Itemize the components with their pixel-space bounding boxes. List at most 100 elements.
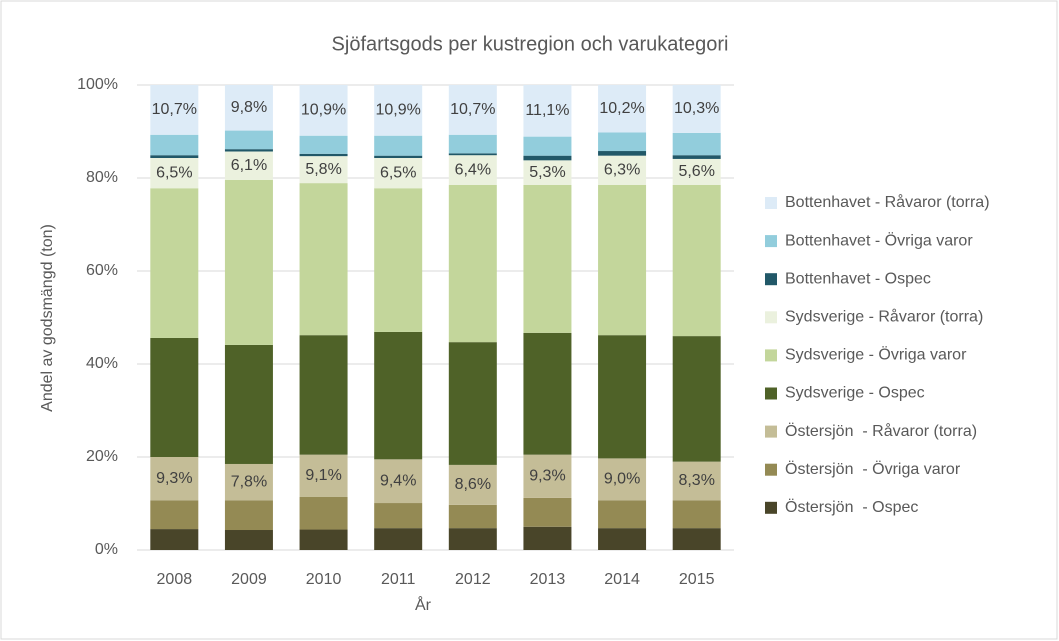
- legend-label: Bottenhavet - Råvaror (torra): [785, 193, 990, 211]
- bar-segment: [448, 504, 497, 529]
- bar-segment: [448, 184, 497, 343]
- bar-segment: [448, 155, 497, 185]
- data-label: 6,5%: [380, 164, 416, 181]
- data-label: 9,1%: [305, 467, 341, 484]
- data-label: 10,9%: [301, 102, 346, 119]
- bar-segment: [523, 497, 572, 527]
- bar-segment: [672, 85, 721, 133]
- bar-segment: [224, 500, 273, 531]
- data-label: 10,7%: [450, 101, 495, 118]
- data-label: 10,7%: [152, 101, 197, 118]
- data-label: 10,3%: [674, 100, 719, 117]
- data-label: 9,3%: [529, 468, 565, 485]
- data-label: 10,2%: [599, 100, 644, 117]
- data-label: 5,3%: [529, 164, 565, 181]
- bar-segment: [672, 336, 721, 462]
- bar-segment: [598, 528, 647, 550]
- bar-segment: [374, 135, 423, 156]
- bar-segment: [374, 155, 423, 159]
- data-label: 9,8%: [231, 99, 267, 116]
- bar-segment: [299, 85, 348, 136]
- bar-segment: [224, 179, 273, 345]
- y-tick-label: 40%: [86, 355, 118, 372]
- legend-swatch: [765, 311, 777, 324]
- bar-segment: [150, 337, 199, 457]
- bar-segment: [299, 335, 348, 455]
- bar-segment: [448, 85, 497, 135]
- data-label: 8,6%: [455, 476, 491, 493]
- bar-segment: [523, 160, 572, 185]
- legend-swatch: [765, 349, 777, 362]
- bar-segment: [598, 184, 647, 336]
- x-tick-label: 2014: [604, 571, 640, 588]
- y-tick-label: 0%: [95, 541, 118, 558]
- x-tick-label: 2008: [157, 571, 193, 588]
- bar-segment: [523, 454, 572, 498]
- bar-segment: [150, 500, 199, 530]
- data-label: 9,4%: [380, 472, 416, 489]
- bar-segment: [448, 153, 497, 156]
- bar-segment: [523, 85, 572, 137]
- data-label: 6,4%: [455, 161, 491, 178]
- data-label: 10,9%: [376, 102, 421, 119]
- bar-segment: [224, 130, 273, 150]
- bar-segment: [523, 155, 572, 161]
- bar-segment: [448, 342, 497, 465]
- bar-segment: [672, 528, 721, 550]
- legend-swatch: [765, 197, 777, 209]
- y-tick-label: 20%: [86, 448, 118, 465]
- bar-segment: [598, 458, 647, 501]
- bar-segment: [598, 85, 647, 133]
- x-tick-label: 2013: [530, 571, 566, 588]
- bar-segment: [598, 132, 647, 152]
- bar-segment: [374, 85, 423, 136]
- bar-segment: [224, 530, 273, 550]
- bar-segment: [374, 503, 423, 529]
- legend-label: Sydsverige - Råvaror (torra): [785, 308, 983, 326]
- legend-label: Östersjön - Övriga varor: [785, 460, 961, 478]
- bar-segment: [523, 136, 572, 156]
- bar-segment: [299, 156, 348, 184]
- data-label: 6,3%: [604, 162, 640, 179]
- data-label: 6,5%: [156, 164, 192, 181]
- bar-segment: [374, 188, 423, 332]
- bar-segment: [672, 158, 721, 185]
- data-label: 6,1%: [231, 157, 267, 174]
- bar-segment: [672, 184, 721, 337]
- bar-segment: [672, 155, 721, 159]
- legend-swatch: [765, 273, 777, 286]
- data-label: 11,1%: [525, 102, 569, 119]
- x-tick-label: 2015: [679, 571, 715, 588]
- bar-segment: [598, 335, 647, 459]
- bar-segment: [598, 151, 647, 156]
- x-tick-label: 2011: [381, 571, 416, 588]
- data-label: 9,0%: [604, 471, 640, 488]
- y-tick-label: 100%: [77, 76, 118, 93]
- x-tick-label: 2010: [306, 571, 342, 588]
- bar-segment: [150, 85, 199, 135]
- legend-label: Östersjön - Råvaror (torra): [785, 422, 977, 440]
- bar-segment: [523, 526, 572, 550]
- bar-segment: [299, 183, 348, 336]
- y-axis-title: Andel av godsmängd (ton): [39, 224, 56, 412]
- x-tick-label: 2009: [231, 571, 267, 588]
- data-label: 5,6%: [678, 163, 714, 180]
- bar-segment: [224, 85, 273, 131]
- bar-segment: [150, 188, 199, 338]
- bar-segment: [299, 153, 348, 157]
- bar-segment: [299, 454, 348, 497]
- bar-segment: [150, 155, 199, 159]
- bar-segment: [150, 529, 199, 550]
- legend-swatch: [765, 235, 777, 248]
- bar-segment: [672, 461, 721, 501]
- bar-segment: [224, 344, 273, 464]
- legend-swatch: [765, 425, 777, 438]
- bar-segment: [448, 464, 497, 505]
- x-tick-label: 2012: [455, 571, 491, 588]
- data-label: 8,3%: [678, 472, 714, 489]
- bar-segment: [598, 155, 647, 185]
- bar-segment: [150, 457, 199, 501]
- data-label: 9,3%: [156, 470, 192, 487]
- bar-segment: [672, 500, 721, 529]
